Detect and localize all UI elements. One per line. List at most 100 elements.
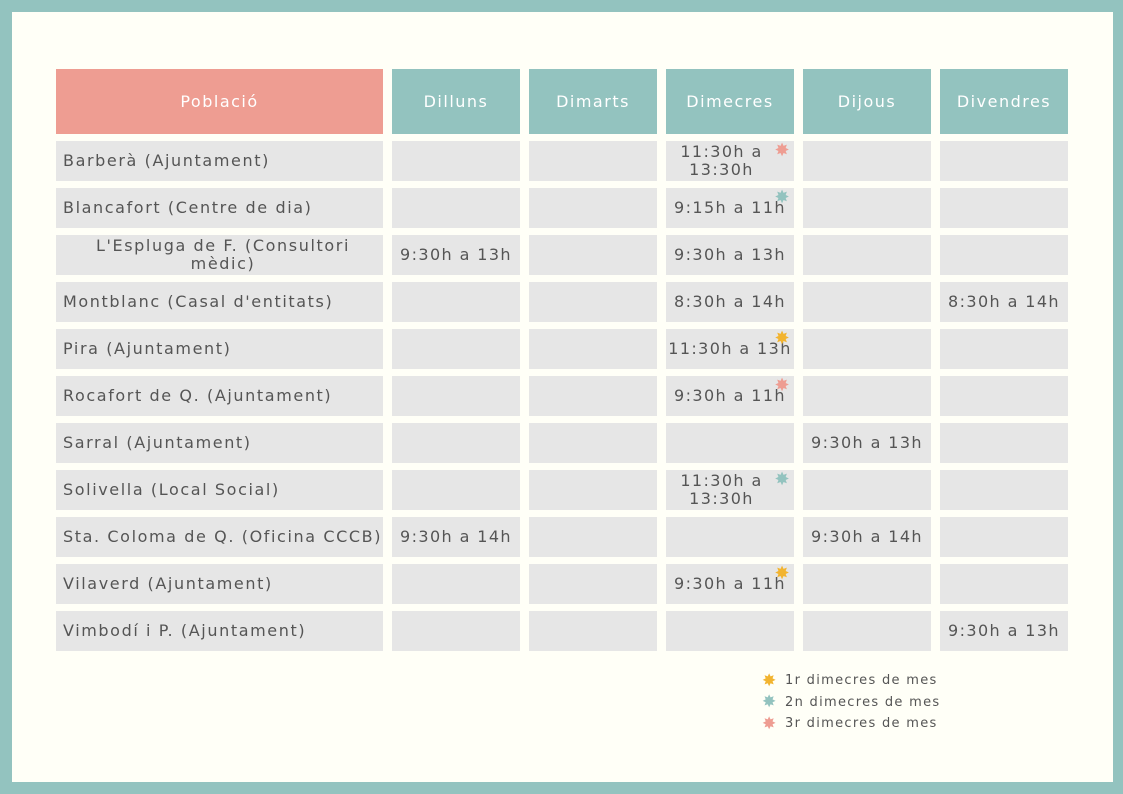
cell-dimecres: 9:30h a 11h ✸ [666, 376, 794, 416]
cell-dilluns [392, 329, 520, 369]
cell-divendres [940, 376, 1068, 416]
schedule-time: 9:30h a 13h [811, 433, 923, 452]
header-day-dimecres: Dimecres [666, 69, 794, 134]
cell-dijous [803, 376, 931, 416]
row-poblacio-name: Pira (Ajuntament) [56, 329, 383, 369]
row-poblacio-name: Montblanc (Casal d'entitats) [56, 282, 383, 322]
cell-dijous [803, 329, 931, 369]
schedule-page: Població Dilluns Dimarts Dimecres Dijous… [12, 12, 1113, 782]
legend-item: ✸ 3r dimecres de mes [762, 713, 941, 735]
legend-item: ✸ 2n dimecres de mes [762, 692, 941, 714]
header-day-dilluns: Dilluns [392, 69, 520, 134]
cell-dijous [803, 611, 931, 651]
cell-divendres: 9:30h a 13h [940, 611, 1068, 651]
cell-dilluns [392, 282, 520, 322]
row-poblacio-name: Barberà (Ajuntament) [56, 141, 383, 181]
star-icon: ✸ [762, 692, 778, 713]
cell-dilluns [392, 188, 520, 228]
legend-label: 2n dimecres de mes [785, 694, 941, 710]
row-poblacio-name: Vilaverd (Ajuntament) [56, 564, 383, 604]
cell-divendres: 8:30h a 14h [940, 282, 1068, 322]
cell-dimecres: 9:30h a 11h ✸ [666, 564, 794, 604]
schedule-table: Població Dilluns Dimarts Dimecres Dijous… [56, 69, 1068, 651]
legend: ✸ 1r dimecres de mes ✸ 2n dimecres de mes ✸ 3… [762, 670, 941, 735]
cell-dilluns [392, 423, 520, 463]
schedule-time: 9:30h a 13h [400, 245, 512, 264]
cell-dijous: 9:30h a 14h [803, 517, 931, 557]
cell-divendres [940, 235, 1068, 275]
header-poblacio: Població [56, 69, 383, 134]
cell-dimarts [529, 188, 657, 228]
star-icon: ✸ [774, 140, 791, 161]
cell-dilluns: 9:30h a 13h [392, 235, 520, 275]
cell-dimarts [529, 141, 657, 181]
cell-dimecres: 11:30h a 13:30h ✸ [666, 141, 794, 181]
row-poblacio-name: Sarral (Ajuntament) [56, 423, 383, 463]
star-icon: ✸ [774, 469, 791, 490]
row-poblacio-name: Solivella (Local Social) [56, 470, 383, 510]
schedule-time: 9:30h a 11h [674, 574, 786, 593]
cell-dilluns [392, 141, 520, 181]
cell-divendres [940, 188, 1068, 228]
schedule-time: 11:30h a 13:30h [680, 142, 763, 179]
schedule-time: 9:30h a 11h [674, 386, 786, 405]
star-icon: ✸ [762, 670, 778, 691]
header-day-divendres: Divendres [940, 69, 1068, 134]
star-icon: ✸ [774, 375, 791, 396]
header-day-dijous: Dijous [803, 69, 931, 134]
row-poblacio-name: Vimbodí i P. (Ajuntament) [56, 611, 383, 651]
schedule-time: 8:30h a 14h [674, 292, 786, 311]
cell-dilluns [392, 376, 520, 416]
cell-dilluns [392, 611, 520, 651]
cell-dijous: 9:30h a 13h [803, 423, 931, 463]
cell-dilluns [392, 470, 520, 510]
cell-dimecres [666, 611, 794, 651]
schedule-time: 9:30h a 13h [674, 245, 786, 264]
cell-divendres [940, 329, 1068, 369]
cell-dimarts [529, 235, 657, 275]
cell-dimarts [529, 329, 657, 369]
cell-dijous [803, 141, 931, 181]
cell-dijous [803, 470, 931, 510]
row-poblacio-name: Rocafort de Q. (Ajuntament) [56, 376, 383, 416]
star-icon: ✸ [762, 713, 778, 734]
cell-divendres [940, 141, 1068, 181]
schedule-time: 8:30h a 14h [948, 292, 1060, 311]
cell-dimecres [666, 423, 794, 463]
schedule-time: 9:30h a 14h [811, 527, 923, 546]
cell-dijous [803, 188, 931, 228]
star-icon: ✸ [774, 563, 791, 584]
cell-dimecres [666, 517, 794, 557]
legend-label: 3r dimecres de mes [785, 716, 938, 732]
cell-dijous [803, 282, 931, 322]
cell-dimecres: 11:30h a 13h ✸ [666, 329, 794, 369]
schedule-time: 11:30h a 13h [668, 339, 792, 358]
cell-dijous [803, 564, 931, 604]
schedule-time: 11:30h a 13:30h [680, 471, 763, 508]
schedule-time: 9:30h a 13h [948, 621, 1060, 640]
cell-dimarts [529, 564, 657, 604]
cell-dimarts [529, 376, 657, 416]
cell-dimecres: 9:15h a 11h ✸ [666, 188, 794, 228]
legend-label: 1r dimecres de mes [785, 673, 938, 689]
schedule-time: 9:15h a 11h [674, 198, 786, 217]
cell-divendres [940, 423, 1068, 463]
legend-item: ✸ 1r dimecres de mes [762, 670, 941, 692]
cell-dimarts [529, 470, 657, 510]
row-poblacio-name: L'Espluga de F. (Consultori mèdic) [56, 235, 383, 275]
header-day-dimarts: Dimarts [529, 69, 657, 134]
cell-dimarts [529, 282, 657, 322]
cell-divendres [940, 564, 1068, 604]
row-poblacio-name: Blancafort (Centre de dia) [56, 188, 383, 228]
star-icon: ✸ [774, 328, 791, 349]
cell-dilluns [392, 564, 520, 604]
cell-dimarts [529, 517, 657, 557]
cell-dilluns: 9:30h a 14h [392, 517, 520, 557]
cell-divendres [940, 470, 1068, 510]
cell-dimarts [529, 611, 657, 651]
cell-dimecres: 8:30h a 14h [666, 282, 794, 322]
schedule-time: 9:30h a 14h [400, 527, 512, 546]
row-poblacio-name: Sta. Coloma de Q. (Oficina CCCB) [56, 517, 383, 557]
cell-dimarts [529, 423, 657, 463]
cell-dimecres: 9:30h a 13h [666, 235, 794, 275]
